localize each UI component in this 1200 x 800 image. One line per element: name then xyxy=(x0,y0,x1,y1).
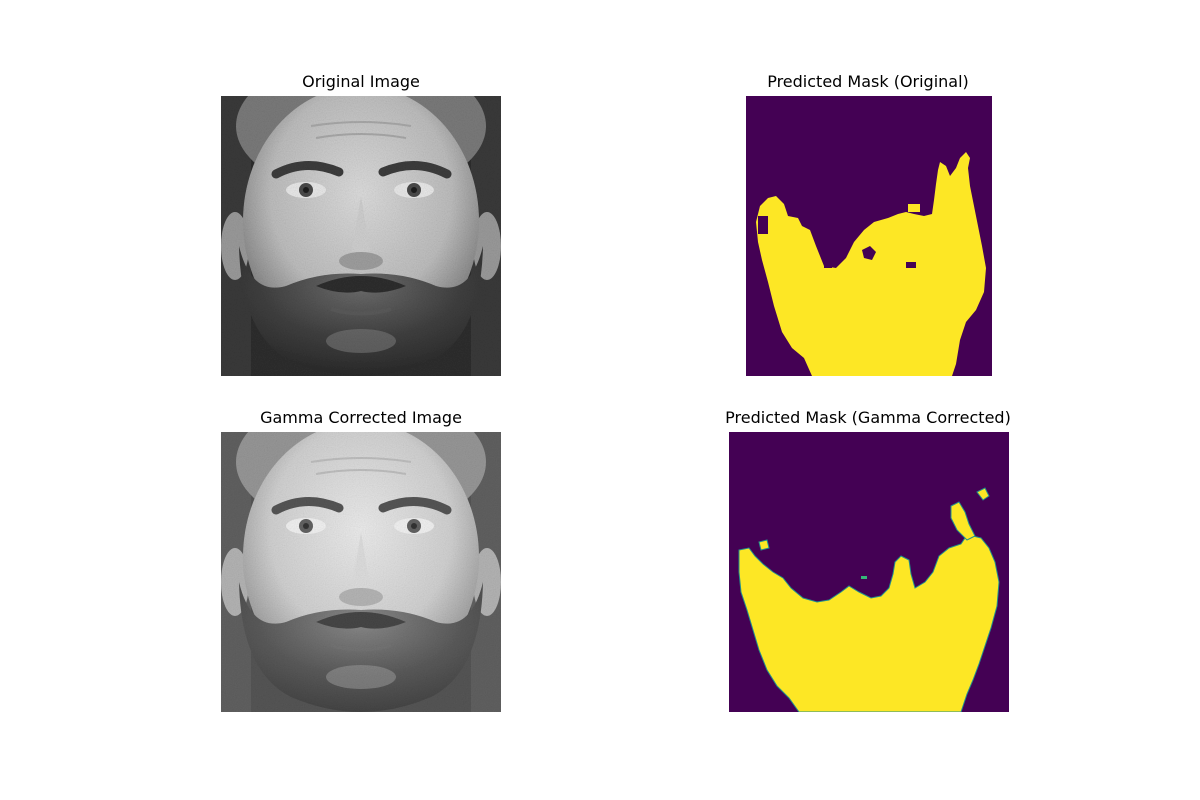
mask-gamma-panel xyxy=(729,432,1009,712)
original-image-panel xyxy=(221,96,501,376)
title-gamma-corrected-image: Gamma Corrected Image xyxy=(260,408,462,427)
title-original-image: Original Image xyxy=(302,72,420,91)
title-predicted-mask-gamma: Predicted Mask (Gamma Corrected) xyxy=(725,408,1011,427)
original-face-image xyxy=(221,96,501,376)
gamma-face-image xyxy=(221,432,501,712)
mask-original-image xyxy=(746,96,992,376)
gamma-image-panel xyxy=(221,432,501,712)
mask-gamma-image xyxy=(729,432,1009,712)
mask-original-panel xyxy=(746,96,992,376)
title-predicted-mask-original: Predicted Mask (Original) xyxy=(767,72,969,91)
